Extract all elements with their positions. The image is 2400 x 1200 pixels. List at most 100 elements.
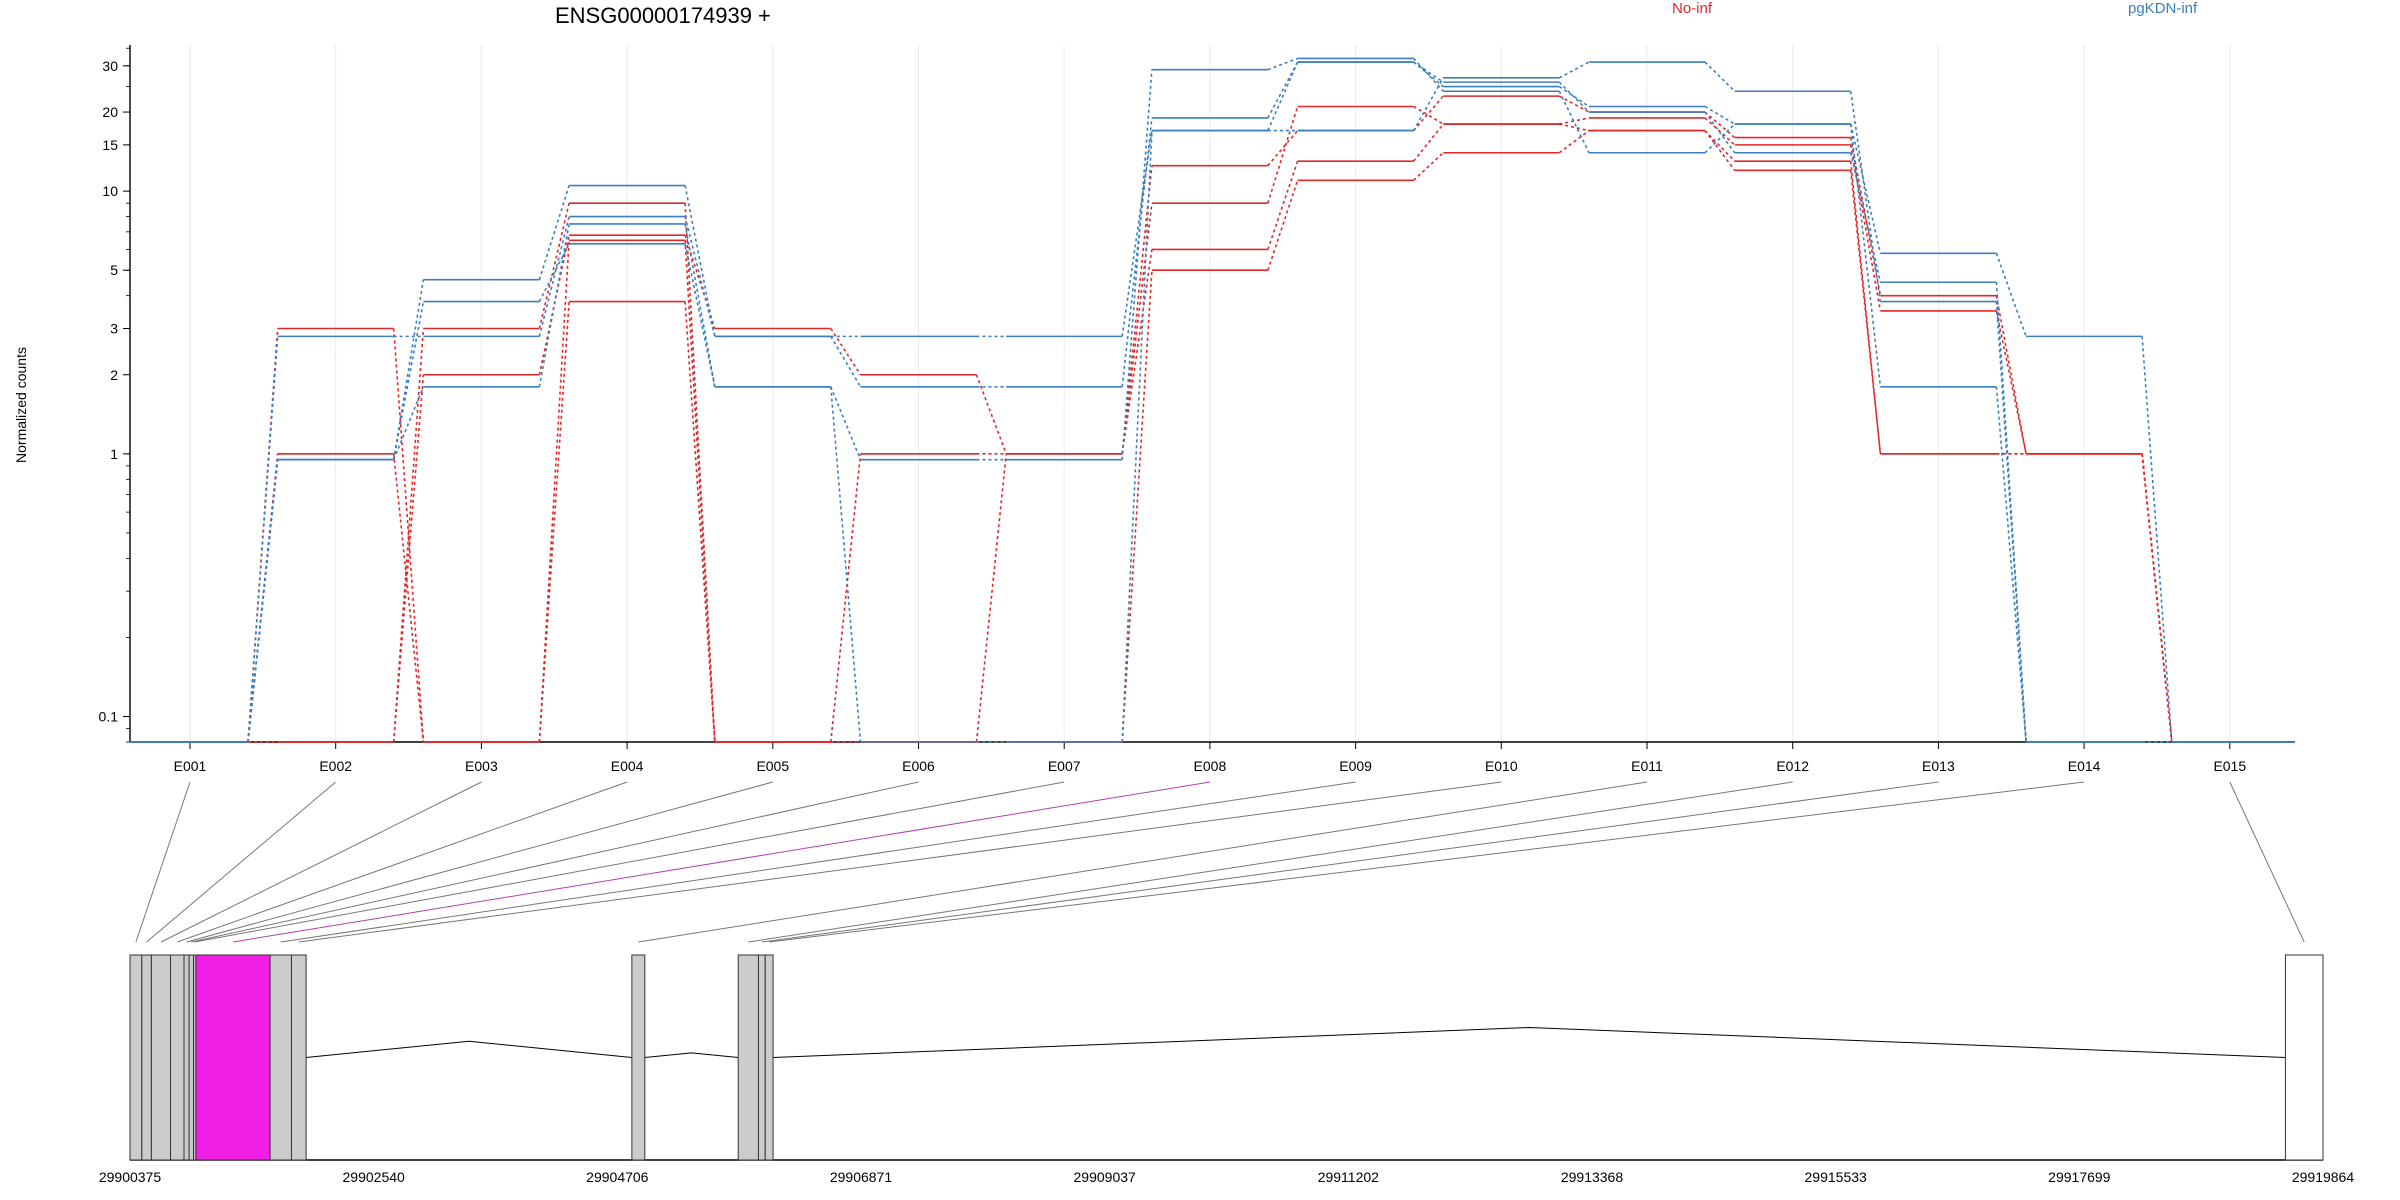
series-connector — [1558, 61, 1590, 79]
series-connector — [2141, 453, 2173, 743]
coordinate-label: 29919864 — [2292, 1169, 2355, 1185]
exon-box-e001 — [129, 954, 143, 1161]
x-tick-label-e001: E001 — [174, 758, 207, 774]
series-connector — [1121, 130, 1153, 337]
coordinate-label: 29915533 — [1805, 1169, 1868, 1185]
connector-e005 — [186, 781, 773, 943]
x-tick-label-e011: E011 — [1631, 758, 1663, 774]
legend-entry-pgkdn-inf: pgKDN-inf — [2128, 0, 2198, 17]
series-connector — [1704, 123, 1736, 154]
series-connector — [1849, 137, 1882, 296]
intron-line — [306, 1040, 632, 1058]
series-connector — [1704, 61, 1736, 92]
x-tick-label-e005: E005 — [756, 758, 789, 774]
series-connector — [538, 243, 570, 302]
series-connector — [1267, 57, 1298, 71]
series-connector — [1267, 61, 1299, 131]
exon-box-e013 — [757, 954, 766, 1161]
intron-line — [773, 1026, 2286, 1058]
series-connector — [1849, 123, 1882, 254]
x-tick-label-e008: E008 — [1194, 758, 1227, 774]
series-connector — [1412, 77, 1444, 131]
series-connector — [1849, 91, 1882, 302]
series-connector — [830, 453, 862, 743]
series-connector — [1121, 130, 1153, 743]
connector-e010 — [298, 781, 1502, 943]
series-connector — [2141, 336, 2173, 743]
series-connector — [1121, 270, 1153, 743]
exon-box-e010 — [290, 954, 307, 1161]
series-connector — [538, 185, 570, 280]
series-connector — [1413, 61, 1444, 83]
series-connector — [975, 374, 1007, 455]
connector-e014 — [769, 781, 2085, 943]
exon-box-e003 — [150, 954, 172, 1161]
series-connector — [1559, 117, 1590, 125]
series-connector — [1558, 81, 1590, 113]
legend-entry-no-inf: No-inf — [1672, 0, 1713, 17]
series-connector — [1704, 130, 1736, 171]
coordinate-label: 29909037 — [1074, 1169, 1137, 1185]
exon-box-e004 — [170, 954, 185, 1161]
coordinate-label: 29900375 — [99, 1169, 162, 1185]
intron-line — [644, 1052, 739, 1058]
series-connector — [1413, 61, 1444, 88]
series-connector — [1704, 111, 1736, 154]
connector-e002 — [146, 781, 337, 943]
series-connector — [830, 386, 862, 460]
series-connector — [538, 216, 570, 337]
connector-e006 — [191, 781, 919, 943]
connector-e013 — [761, 781, 1939, 943]
x-tick-label-e012: E012 — [1776, 758, 1809, 774]
exon-box-e012 — [737, 954, 759, 1161]
series-connector — [1413, 57, 1444, 92]
series-connector — [1849, 144, 1882, 312]
series-connector — [1121, 69, 1153, 460]
coordinate-label: 29917699 — [2048, 1169, 2111, 1185]
series-line-6 — [130, 61, 2295, 743]
series-connector — [1995, 301, 2027, 743]
gene-model: 29900375 29902540 29904706 29906871 29909037… — [99, 954, 2355, 1185]
y-tick-label: 20 — [102, 104, 118, 120]
series-connector — [1267, 61, 1299, 119]
coordinate-label: 29906871 — [830, 1169, 893, 1185]
series-connector — [1849, 152, 1882, 283]
series-connector — [684, 203, 716, 743]
y-tick-label: 3 — [110, 321, 118, 337]
x-tick-label-e006: E006 — [902, 758, 935, 774]
series-connector — [1995, 295, 2027, 454]
series-connector — [1849, 161, 1882, 454]
y-tick-label: 10 — [102, 183, 118, 199]
x-tick-label-e009: E009 — [1339, 758, 1372, 774]
series-connector — [1704, 105, 1736, 125]
coordinate-label: 29913368 — [1561, 1169, 1624, 1185]
series-connector — [1995, 386, 2027, 743]
series-connector — [1849, 123, 1882, 387]
series-connector — [1413, 152, 1444, 181]
series-connector — [684, 243, 716, 387]
x-tick-label-e010: E010 — [1485, 758, 1518, 774]
series-connector — [1121, 165, 1153, 454]
series-connector — [1412, 123, 1444, 162]
series-connector — [1704, 130, 1736, 162]
y-tick-label: 5 — [110, 262, 118, 278]
exon-box-e008 — [195, 954, 271, 1161]
series-connector — [392, 453, 425, 743]
connector-e004 — [177, 781, 628, 943]
series-connector — [1267, 160, 1299, 250]
series-line-8 — [130, 61, 2295, 743]
series-connector — [1412, 95, 1444, 132]
chart-title: ENSG00000174939 + — [555, 3, 771, 28]
connector-e015 — [2229, 781, 2305, 943]
connector-e003 — [160, 781, 482, 943]
series-line-2 — [130, 123, 2295, 743]
series-connector — [1121, 249, 1153, 454]
series-connector — [392, 279, 425, 460]
series-connector — [684, 234, 716, 329]
exon-box-e011 — [631, 954, 646, 1161]
x-tick-label-e002: E002 — [319, 758, 352, 774]
series-connector — [247, 459, 279, 743]
y-axis-label: Normalized counts — [13, 347, 29, 463]
series-connector — [1558, 90, 1590, 154]
